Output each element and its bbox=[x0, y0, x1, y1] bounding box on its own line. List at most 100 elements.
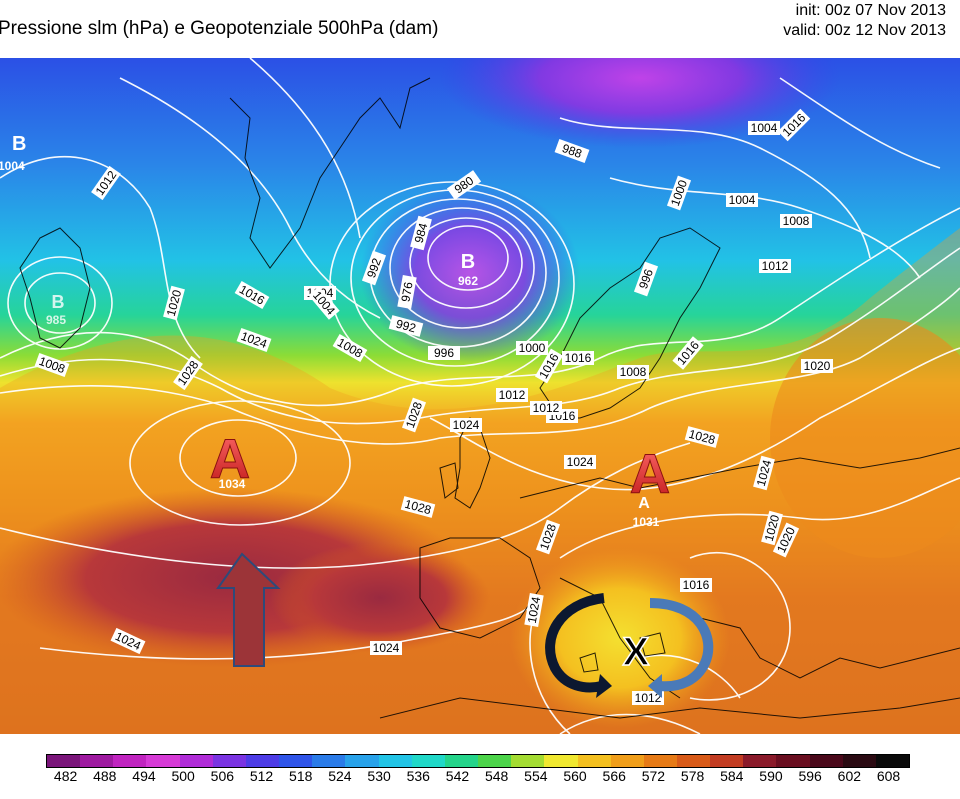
svg-text:1012: 1012 bbox=[635, 691, 662, 705]
svg-text:1020: 1020 bbox=[804, 359, 831, 373]
svg-text:976: 976 bbox=[398, 281, 415, 303]
map-title: Pressione slm (hPa) e Geopotenziale 500h… bbox=[0, 18, 439, 39]
legend-tick-label: 608 bbox=[876, 768, 901, 784]
isobar-label: 992 bbox=[388, 315, 424, 337]
high-pressure-value: 1031 bbox=[633, 515, 660, 529]
svg-text:1008: 1008 bbox=[783, 214, 810, 228]
legend-tick-label: 542 bbox=[445, 768, 470, 784]
svg-text:1024: 1024 bbox=[525, 595, 543, 624]
legend: 482 488 494 500 506 512 518 524 530 536 … bbox=[0, 734, 960, 799]
legend-swatch bbox=[444, 755, 479, 767]
svg-text:1024: 1024 bbox=[373, 641, 400, 655]
low-pressure-marker: B bbox=[461, 251, 475, 273]
init-time: init: 00z 07 Nov 2013 bbox=[795, 2, 946, 19]
legend-swatch bbox=[776, 755, 810, 767]
legend-tick-label: 488 bbox=[93, 768, 117, 784]
svg-text:992: 992 bbox=[395, 317, 418, 336]
legend-tick-label: 560 bbox=[563, 768, 587, 784]
svg-text:992: 992 bbox=[364, 256, 384, 280]
isobar-label: 1024 bbox=[524, 593, 544, 627]
isobar-label: 1004 bbox=[726, 193, 758, 207]
legend-swatch bbox=[610, 755, 644, 767]
legend-swatch bbox=[378, 755, 412, 767]
isobar-label: 1012 bbox=[496, 388, 528, 402]
isobar-label: 1012 bbox=[632, 691, 664, 705]
isobar-label: 1020 bbox=[801, 359, 833, 373]
isobar-label: 1016 bbox=[562, 351, 594, 365]
legend-tick-label: 554 bbox=[524, 768, 548, 784]
svg-text:1020: 1020 bbox=[762, 513, 783, 543]
legend-swatch bbox=[345, 755, 379, 767]
legend-swatch bbox=[842, 755, 876, 767]
legend-tick-label: 536 bbox=[406, 768, 430, 784]
cutoff-circulation-icon: X bbox=[545, 593, 714, 698]
isobar-label: 1012 bbox=[759, 259, 791, 273]
legend-tick-label: 578 bbox=[680, 768, 705, 784]
legend-swatch bbox=[809, 755, 843, 767]
legend-swatch bbox=[710, 755, 744, 767]
legend-colorbar bbox=[46, 754, 910, 768]
isobar-label: 1024 bbox=[564, 455, 596, 469]
svg-text:1016: 1016 bbox=[683, 578, 710, 592]
legend-swatch bbox=[875, 755, 910, 767]
isobar-label: 1028 bbox=[684, 426, 720, 448]
svg-text:1004: 1004 bbox=[729, 193, 756, 207]
low-pressure-value: 985 bbox=[46, 313, 66, 327]
high-pressure-marker: A bbox=[638, 495, 650, 512]
legend-tick-label: 506 bbox=[210, 768, 235, 784]
svg-text:988: 988 bbox=[560, 141, 584, 161]
low-pressure-marker: B bbox=[12, 133, 26, 155]
legend-swatch bbox=[478, 755, 512, 767]
svg-text:1012: 1012 bbox=[762, 259, 789, 273]
forecast-map: 1012 1004 992 988 996 1000 1008 1004 101… bbox=[0, 58, 960, 734]
svg-text:1024: 1024 bbox=[754, 458, 775, 488]
legend-swatch bbox=[146, 755, 180, 767]
svg-text:1028: 1028 bbox=[403, 497, 433, 518]
isobar-label: 1004 bbox=[748, 121, 780, 135]
svg-text:1016: 1016 bbox=[565, 351, 592, 365]
legend-tick-label: 602 bbox=[837, 768, 862, 784]
legend-swatch bbox=[511, 755, 545, 767]
isobar-label: 1000 bbox=[516, 341, 548, 355]
legend-tick-label: 518 bbox=[289, 768, 313, 784]
svg-text:984: 984 bbox=[412, 221, 431, 244]
legend-tick-label: 590 bbox=[759, 768, 783, 784]
header: Pressione slm (hPa) e Geopotenziale 500h… bbox=[0, 0, 960, 58]
svg-text:1024: 1024 bbox=[453, 418, 480, 432]
svg-text:996: 996 bbox=[636, 267, 656, 291]
legend-swatch bbox=[411, 755, 445, 767]
low-pressure-marker: B bbox=[52, 292, 65, 312]
cutoff-marker: X bbox=[623, 630, 650, 674]
legend-tick-label: 512 bbox=[249, 768, 274, 784]
legend-tick-label: 584 bbox=[720, 768, 744, 784]
legend-tick-label: 530 bbox=[367, 768, 391, 784]
low-pressure-value: 962 bbox=[458, 274, 478, 288]
legend-swatch bbox=[643, 755, 677, 767]
high-pressure-value: 1034 bbox=[219, 477, 246, 491]
legend-swatch bbox=[179, 755, 213, 767]
legend-swatch bbox=[743, 755, 777, 767]
legend-swatch bbox=[245, 755, 280, 767]
legend-tick-label: 548 bbox=[484, 768, 509, 784]
svg-text:996: 996 bbox=[434, 346, 454, 360]
legend-swatch bbox=[113, 755, 147, 767]
legend-swatch bbox=[80, 755, 114, 767]
legend-swatch bbox=[676, 755, 711, 767]
isobar-label: 988 bbox=[554, 138, 590, 164]
legend-swatch bbox=[279, 755, 313, 767]
isobar-label: 992 bbox=[361, 250, 387, 286]
arrow-up-icon bbox=[216, 552, 281, 667]
isobar-label: 976 bbox=[397, 275, 417, 309]
legend-tick-label: 596 bbox=[798, 768, 822, 784]
legend-tick-label: 482 bbox=[53, 768, 78, 784]
valid-time: valid: 00z 12 Nov 2013 bbox=[783, 22, 946, 39]
legend-tick-label: 500 bbox=[171, 768, 195, 784]
isobar-label: 1008 bbox=[617, 365, 649, 379]
legend-swatch bbox=[577, 755, 611, 767]
legend-tick-label: 566 bbox=[602, 768, 626, 784]
isobar-label: 1028 bbox=[400, 496, 436, 518]
svg-text:1028: 1028 bbox=[687, 427, 717, 448]
high-pressure-icon: A bbox=[630, 442, 670, 505]
legend-swatch bbox=[312, 755, 346, 767]
isobar-label: 1020 bbox=[163, 285, 185, 321]
